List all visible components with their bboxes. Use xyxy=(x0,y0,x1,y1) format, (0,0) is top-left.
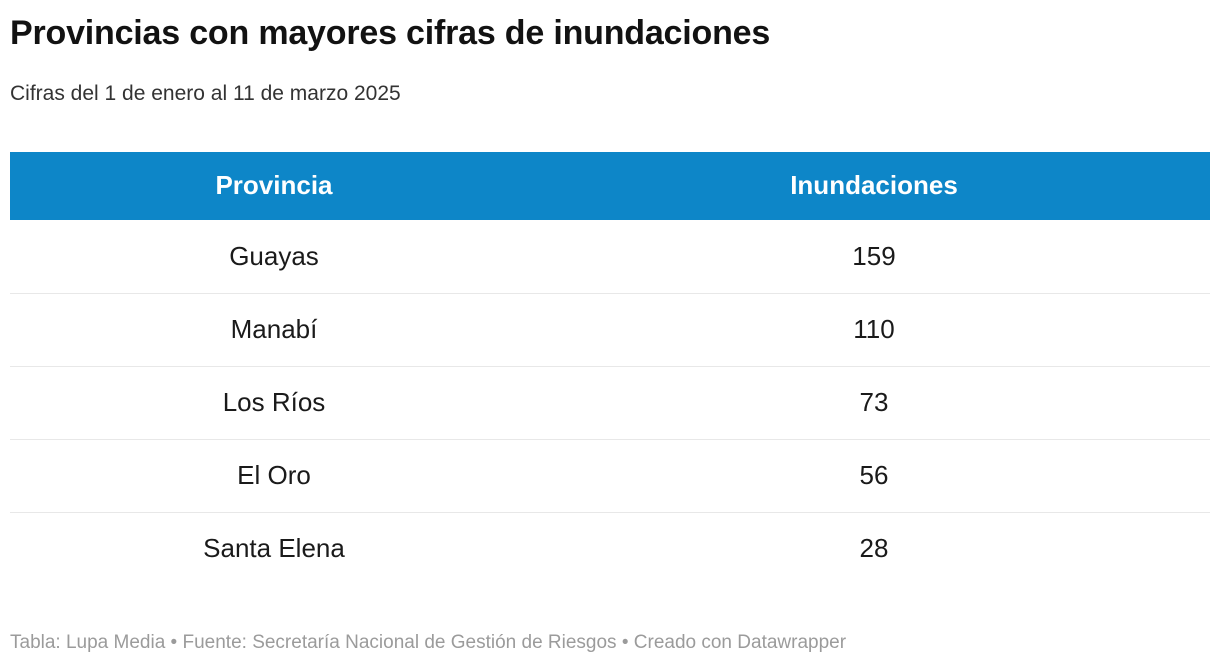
cell-provincia: El Oro xyxy=(237,460,311,491)
cell-inundaciones: 73 xyxy=(859,387,889,418)
table-row: Santa Elena 28 xyxy=(10,511,1210,585)
column-header-provincia[interactable]: Provincia xyxy=(215,170,333,201)
table-row: Manabí 110 xyxy=(10,292,1210,366)
cell-inundaciones: 110 xyxy=(853,314,895,345)
column-header-inundaciones[interactable]: Inundaciones xyxy=(790,170,958,201)
cell-inundaciones: 28 xyxy=(859,533,889,564)
cell-provincia: Manabí xyxy=(230,314,318,345)
table-row: El Oro 56 xyxy=(10,438,1210,512)
page-title: Provincias con mayores cifras de inundac… xyxy=(10,14,771,52)
cell-inundaciones: 159 xyxy=(852,240,896,271)
table-header-row: Provincia Inundaciones xyxy=(10,151,1210,220)
cell-provincia: Los Ríos xyxy=(222,387,326,418)
cell-provincia: Santa Elena xyxy=(203,533,345,564)
chart-subtitle: Cifras del 1 de enero al 11 de marzo 202… xyxy=(10,82,401,106)
cell-inundaciones: 56 xyxy=(859,460,889,491)
cell-provincia: Guayas xyxy=(229,240,319,271)
data-table: Provincia Inundaciones Guayas 159 Manabí… xyxy=(10,151,1210,585)
table-row: Guayas 159 xyxy=(10,219,1210,293)
table-row: Los Ríos 73 xyxy=(10,365,1210,439)
attribution-footer: Tabla: Lupa Media • Fuente: Secretaría N… xyxy=(10,631,847,653)
